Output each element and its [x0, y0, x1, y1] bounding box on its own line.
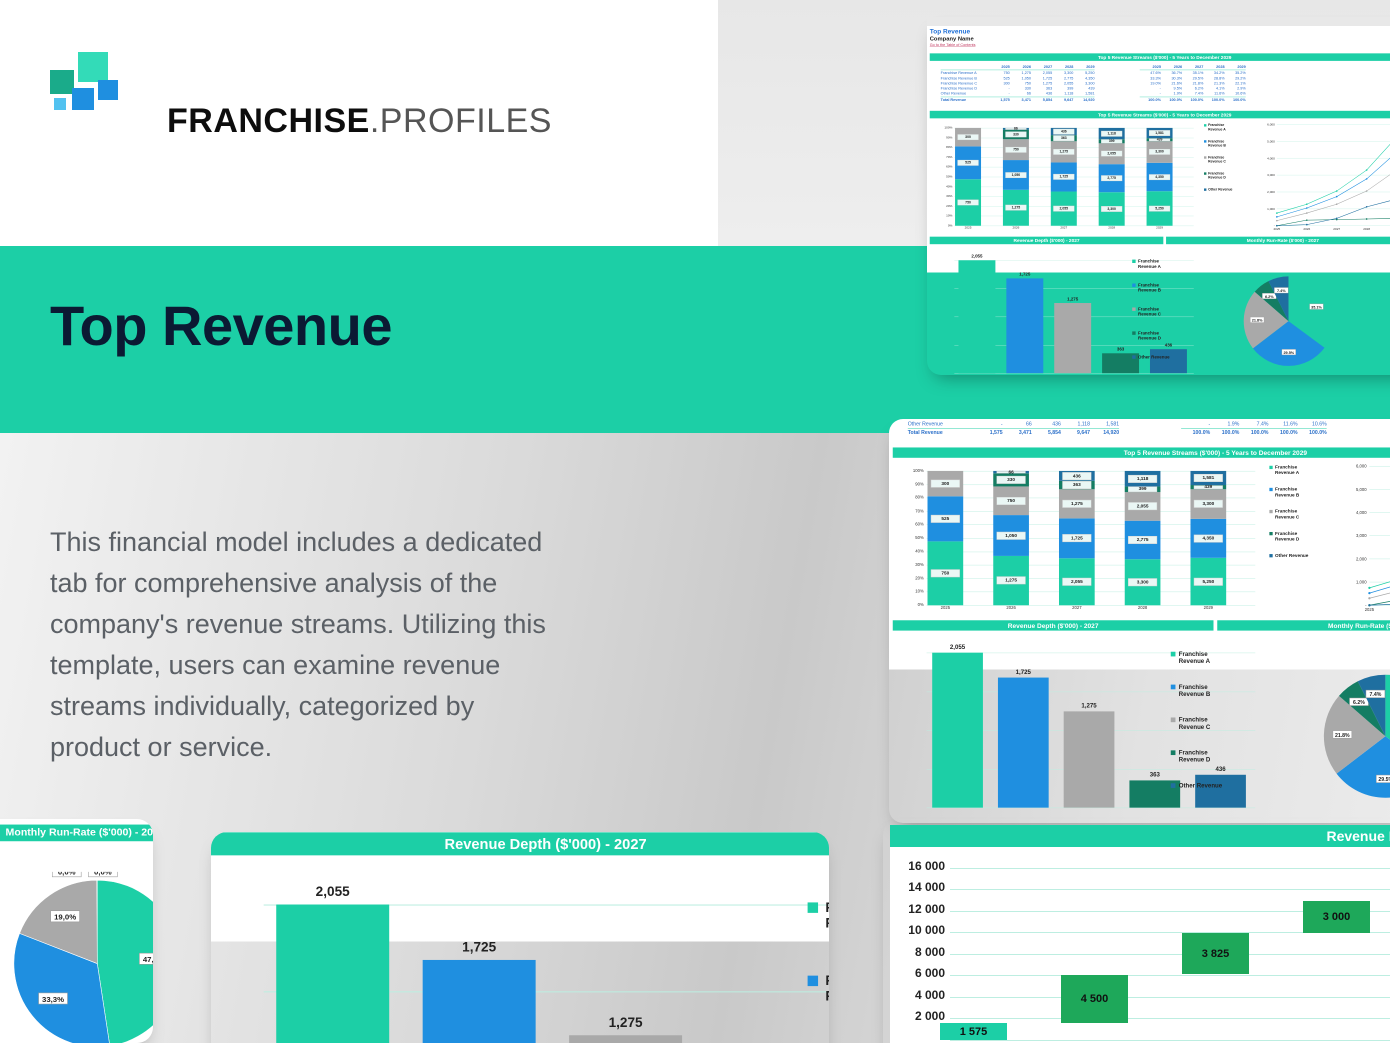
svg-text:0,0%: 0,0%: [94, 872, 112, 877]
svg-text:21.8%: 21.8%: [1252, 319, 1263, 323]
svg-text:3,000: 3,000: [1267, 173, 1275, 177]
svg-text:6,000: 6,000: [1356, 464, 1367, 469]
svg-text:5,000: 5,000: [1267, 139, 1275, 143]
svg-text:47,6%: 47,6%: [143, 955, 153, 964]
svg-text:19,0%: 19,0%: [54, 913, 76, 922]
svg-text:6.2%: 6.2%: [1265, 295, 1274, 299]
svg-text:6,000: 6,000: [1267, 123, 1275, 127]
svg-text:35.1%: 35.1%: [1311, 305, 1322, 309]
svg-text:7.4%: 7.4%: [1370, 692, 1382, 698]
svg-text:6.2%: 6.2%: [1353, 700, 1365, 706]
svg-text:33,3%: 33,3%: [42, 995, 64, 1004]
svg-text:29.5%: 29.5%: [1283, 351, 1294, 355]
svg-text:5,000: 5,000: [1356, 487, 1367, 492]
svg-text:2028: 2028: [1363, 227, 1370, 231]
svg-text:4,000: 4,000: [1267, 156, 1275, 160]
svg-text:7.4%: 7.4%: [1277, 289, 1286, 293]
svg-text:1,000: 1,000: [1356, 579, 1367, 584]
svg-text:2025: 2025: [1365, 607, 1375, 612]
svg-text:0,0%: 0,0%: [58, 872, 76, 877]
svg-text:3,000: 3,000: [1356, 533, 1367, 538]
svg-text:21.8%: 21.8%: [1335, 733, 1350, 739]
svg-text:4,000: 4,000: [1356, 510, 1367, 515]
svg-text:2026: 2026: [1303, 227, 1310, 231]
svg-text:2,000: 2,000: [1356, 556, 1367, 561]
svg-text:2025: 2025: [1273, 227, 1280, 231]
svg-text:29.5%: 29.5%: [1378, 777, 1390, 783]
svg-text:2,000: 2,000: [1267, 190, 1275, 194]
svg-text:1,000: 1,000: [1267, 207, 1275, 211]
svg-text:2027: 2027: [1333, 227, 1340, 231]
